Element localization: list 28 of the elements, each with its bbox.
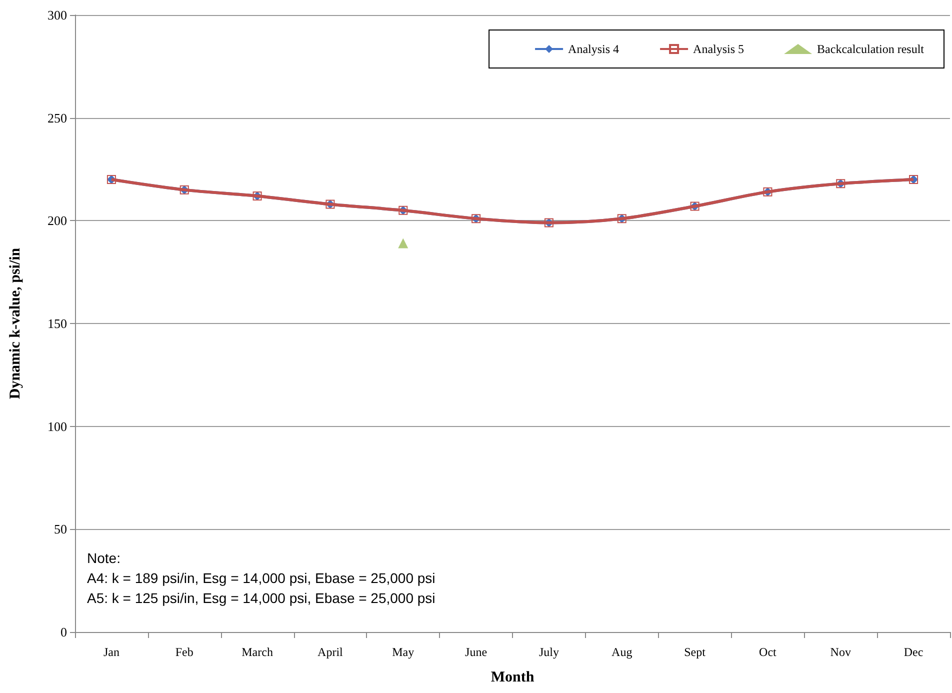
y-tick-label: 250 bbox=[48, 110, 67, 126]
x-tick-label: Oct bbox=[759, 645, 778, 659]
annotation: Note: bbox=[87, 550, 120, 566]
legend-label: Analysis 5 bbox=[693, 42, 744, 56]
y-tick-label: 0 bbox=[60, 624, 67, 640]
x-tick-label: June bbox=[465, 645, 488, 659]
x-axis-title: Month bbox=[490, 670, 535, 686]
y-axis-title: Dynamic k-value, psi/in bbox=[8, 247, 24, 400]
legend-label: Backcalculation result bbox=[817, 42, 925, 56]
y-tick-label: 50 bbox=[54, 522, 67, 537]
point bbox=[398, 238, 408, 248]
x-tick-label: Dec bbox=[904, 645, 924, 659]
x-tick-label: April bbox=[318, 645, 344, 659]
annotation: A4: k = 189 psi/in, Esg = 14,000 psi, Ebase = 25,000 psi bbox=[87, 570, 436, 586]
annotation: A5: k = 125 psi/in, Esg = 14,000 psi, Ebase = 25,000 psi bbox=[87, 590, 436, 606]
legend-label: Analysis 4 bbox=[568, 42, 620, 56]
x-tick-label: July bbox=[538, 645, 559, 659]
y-tick-label: 100 bbox=[48, 418, 67, 434]
x-tick-label: Feb bbox=[175, 645, 194, 659]
x-tick-label: Aug bbox=[612, 645, 632, 659]
x-tick-label: May bbox=[392, 645, 414, 659]
x-tick-label: Sept bbox=[684, 645, 706, 659]
x-tick-label: Jan bbox=[103, 645, 120, 659]
x-tick-label: March bbox=[242, 645, 273, 659]
y-tick-label: 300 bbox=[48, 8, 67, 22]
x-tick-label: Nov bbox=[830, 645, 851, 659]
y-tick-label: 150 bbox=[48, 316, 67, 331]
y-tick-label: 200 bbox=[48, 213, 67, 228]
